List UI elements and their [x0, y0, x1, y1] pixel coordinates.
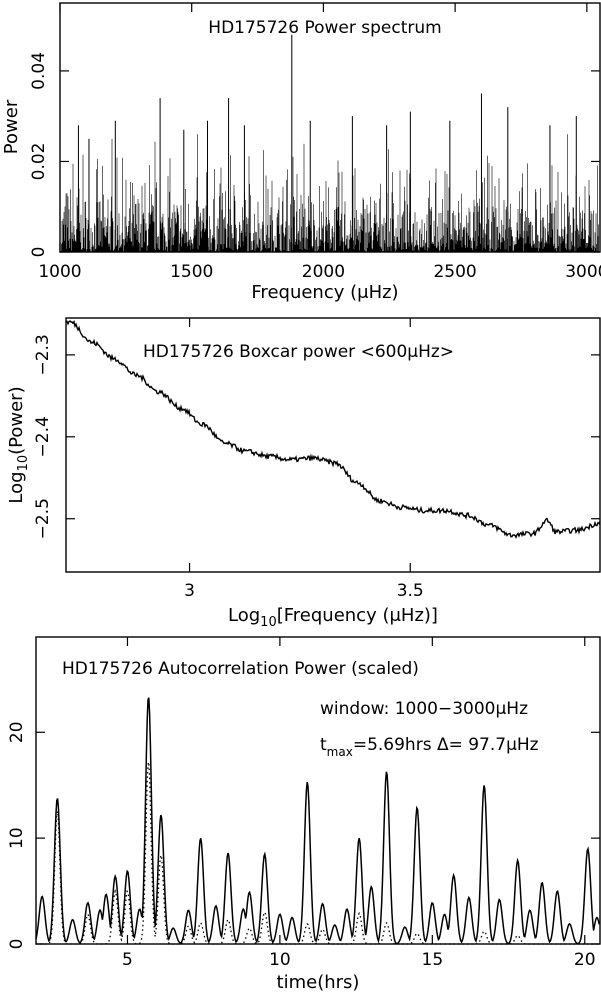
- p3-xtick-label-0: 5: [122, 950, 133, 970]
- p2-ytick-label-2: −2.5: [33, 498, 53, 539]
- p3-annotation-window: window: 1000−3000μHz: [320, 699, 528, 719]
- p3-xtick-label-2: 15: [422, 950, 444, 970]
- p2-ytick-label-1: −2.4: [33, 416, 53, 457]
- p1-xtick-label-0: 1000: [38, 262, 81, 282]
- p3-ytick-label-2: 20: [7, 721, 27, 743]
- p3-annotation-tmax: tmax=5.69hrs Δ= 97.7μHz: [320, 735, 539, 759]
- panel-autocorrelation: 5 10 15 20 0 10 20 HD175726 Autocorrelation Po…: [7, 636, 601, 993]
- p2-ytick-label-0: −2.3: [33, 334, 53, 375]
- p1-xtick-label-2: 2000: [302, 262, 345, 282]
- p3-xlabel: time(hrs): [277, 972, 360, 993]
- p3-ytick-label-1: 10: [7, 827, 27, 849]
- p2-xlabel: Log10[Frequency (μHz)]: [228, 605, 438, 630]
- p1-ticks: 1000 1500 2000 2500 3000 0 0.02 0.04: [29, 3, 601, 282]
- p3-ytick-label-0: 0: [7, 939, 27, 950]
- p3-xtick-label-1: 10: [269, 950, 291, 970]
- p2-xtick-label-0: 3: [184, 581, 195, 601]
- p1-xlabel: Frequency (μHz): [251, 282, 398, 303]
- p3-ticks: 5 10 15 20 0 10 20: [7, 637, 600, 970]
- p1-ylabel: Power: [1, 99, 22, 154]
- p1-ytick-label-1: 0.02: [29, 143, 49, 181]
- p3-plot-area: [35, 697, 600, 945]
- p3-title: HD175726 Autocorrelation Power (scaled): [62, 659, 419, 679]
- p2-xtick-label-1: 3.5: [397, 581, 424, 601]
- p1-ytick-label-2: 0.04: [29, 52, 49, 90]
- p1-spectrum-noise: [61, 134, 599, 252]
- p3-solid-series: [35, 697, 600, 945]
- p2-plot-area: [65, 319, 601, 539]
- p3-xtick-label-3: 20: [574, 950, 596, 970]
- p1-xtick-label-3: 2500: [433, 262, 476, 282]
- p1-xtick-label-1: 1500: [170, 262, 213, 282]
- p2-frame: [65, 317, 601, 573]
- panel-power-spectrum: 1000 1500 2000 2500 3000 0 0.02 0.04 HD175726 P…: [1, 2, 601, 303]
- p1-frame: [59, 2, 601, 253]
- p2-title: HD175726 Boxcar power <600μHz>: [143, 342, 454, 362]
- p1-xtick-label-4: 3000: [565, 262, 601, 282]
- p2-ticks: 3 3.5 −2.3 −2.4 −2.5: [33, 318, 600, 601]
- p1-plot-area: [61, 34, 599, 252]
- p1-ytick-label-0: 0: [29, 247, 49, 258]
- p3-frame: [35, 636, 601, 945]
- p2-ylabel: Log10(Power): [6, 386, 31, 503]
- p2-boxcar-line: [65, 319, 601, 539]
- p3-dotted-series: [36, 761, 600, 945]
- p1-title: HD175726 Power spectrum: [208, 18, 441, 38]
- panel-boxcar-power: 3 3.5 −2.3 −2.4 −2.5 HD175726 Boxcar power <…: [6, 317, 601, 630]
